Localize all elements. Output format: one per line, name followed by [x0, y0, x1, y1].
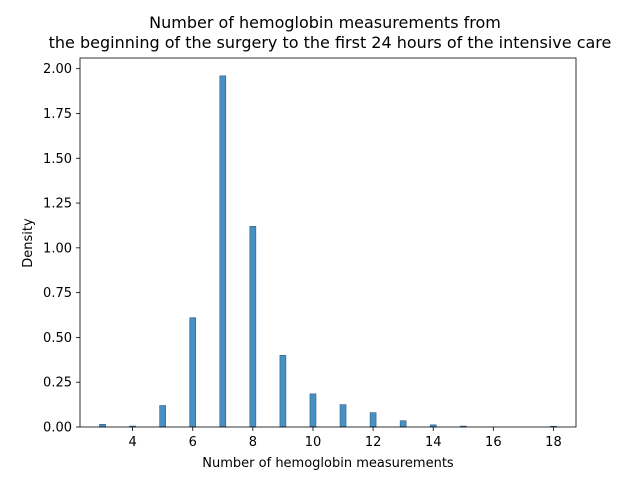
histogram-bar-13 [399, 420, 407, 428]
histogram-bar-7 [219, 75, 227, 428]
chart-title-line-2: the beginning of the surgery to the firs… [49, 33, 612, 52]
x-axis-ticks: 4 6 8 10 12 14 16 18 [128, 427, 562, 450]
y-tick-label: 0.00 [43, 421, 72, 436]
y-tick-label: 1.25 [43, 197, 72, 212]
x-tick-label: 6 [189, 435, 197, 450]
y-axis-ticks: 0.00 0.25 0.50 0.75 1.00 1.25 1.50 1.75 2.00 [43, 62, 80, 436]
histogram-bar-5 [159, 405, 166, 428]
y-tick-label: 1.75 [43, 107, 72, 122]
x-tick-label: 8 [249, 435, 257, 450]
x-tick-label: 14 [425, 435, 442, 450]
x-tick-label: 18 [545, 435, 562, 450]
y-tick-label: 0.25 [43, 376, 72, 391]
y-tick-label: 0.75 [43, 286, 72, 301]
histogram-bar-9 [279, 355, 287, 428]
y-tick-label: 1.50 [43, 152, 72, 167]
histogram-bar-8 [249, 226, 257, 428]
bars-group [99, 75, 557, 428]
histogram-bar-3 [99, 424, 106, 428]
histogram-bar-12 [369, 412, 377, 428]
y-tick-label: 2.00 [43, 62, 72, 77]
x-axis-label: Number of hemoglobin measurements [202, 456, 454, 471]
histogram-bar-10 [309, 393, 317, 428]
histogram-bar-6 [189, 317, 197, 428]
x-tick-label: 10 [305, 435, 322, 450]
chart-title-line-1: Number of hemoglobin measurements from [149, 13, 501, 32]
y-tick-label: 1.00 [43, 241, 72, 256]
histogram-bar-11 [339, 404, 347, 428]
x-tick-label: 16 [485, 435, 502, 450]
x-tick-label: 4 [128, 435, 136, 450]
x-tick-label: 12 [365, 435, 382, 450]
axes-frame [79, 57, 577, 428]
y-tick-label: 0.50 [43, 331, 72, 346]
plot-frame [79, 57, 577, 428]
y-axis-label: Density [21, 218, 36, 268]
